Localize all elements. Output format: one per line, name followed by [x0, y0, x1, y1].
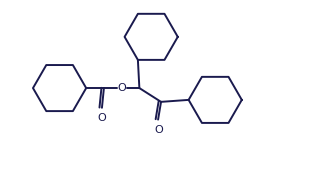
Text: O: O	[97, 113, 106, 123]
Text: O: O	[155, 125, 164, 134]
Text: O: O	[117, 83, 126, 93]
